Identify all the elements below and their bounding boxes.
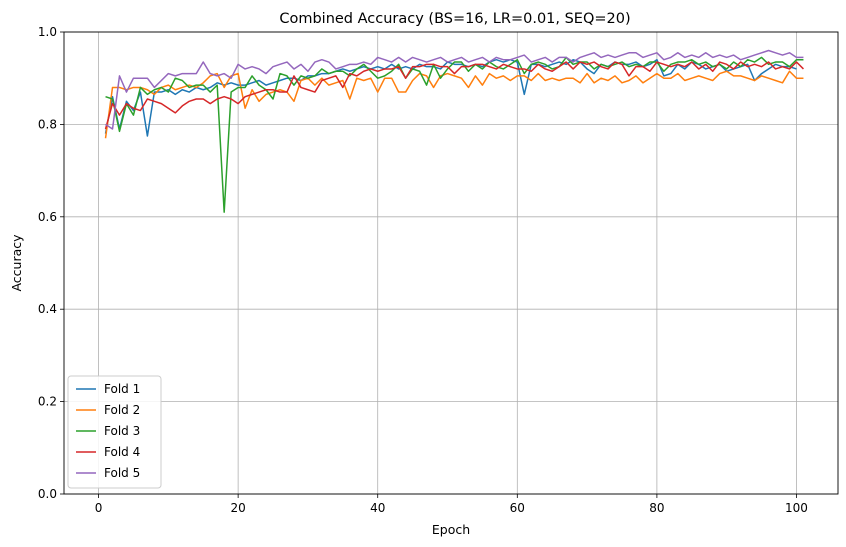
series-line-fold-3 <box>105 56 804 213</box>
x-tick-label: 80 <box>649 501 664 515</box>
plot-frame <box>63 31 839 495</box>
series-line-fold-1 <box>104 58 797 137</box>
x-tick-label: 20 <box>230 501 245 515</box>
x-tick-label: 0 <box>95 501 103 515</box>
series-line-fold-5 <box>105 49 804 130</box>
x-axis-label: Epoch <box>432 522 470 537</box>
legend-label: Fold 4 <box>104 445 140 459</box>
y-tick-label: 0.2 <box>38 395 57 409</box>
chart-title: Combined Accuracy (BS=16, LR=0.01, SEQ=2… <box>279 11 630 27</box>
legend-label: Fold 1 <box>104 382 140 396</box>
y-tick-label: 0.6 <box>38 210 57 224</box>
x-axis-ticks: 0 20 40 60 80 100 <box>95 494 808 515</box>
legend-label: Fold 3 <box>104 424 140 438</box>
series-line-fold-4 <box>104 61 804 130</box>
y-tick-label: 0.4 <box>38 302 57 316</box>
legend: Fold 1 Fold 2 Fold 3 Fold 4 Fold 5 <box>67 375 162 489</box>
y-axis-label: Accuracy <box>9 234 24 292</box>
series-line-fold-2 <box>104 70 804 139</box>
x-tick-label: 60 <box>510 501 525 515</box>
y-tick-label: 0.8 <box>38 117 57 131</box>
y-tick-label: 1.0 <box>38 25 57 39</box>
y-axis-ticks: 0.0 0.2 0.4 0.6 0.8 1.0 <box>38 25 64 501</box>
x-tick-label: 40 <box>370 501 385 515</box>
x-tick-label: 100 <box>785 501 808 515</box>
legend-box <box>67 375 162 489</box>
series-layer <box>104 49 804 213</box>
legend-label: Fold 5 <box>104 466 140 480</box>
legend-label: Fold 2 <box>104 403 140 417</box>
y-tick-label: 0.0 <box>38 487 57 501</box>
